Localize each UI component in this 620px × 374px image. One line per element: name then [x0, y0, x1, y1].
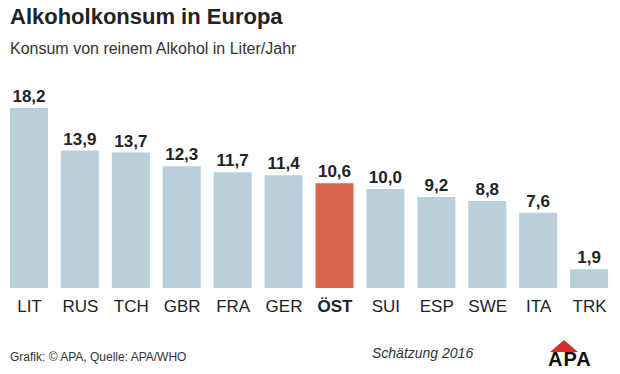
svg-text:GBR: GBR: [164, 297, 201, 316]
svg-text:13,7: 13,7: [114, 132, 147, 151]
svg-text:FRA: FRA: [216, 297, 251, 316]
svg-text:TRK: TRK: [573, 297, 608, 316]
svg-text:11,7: 11,7: [217, 151, 249, 170]
svg-text:ÖST: ÖST: [317, 297, 353, 316]
svg-text:8,8: 8,8: [475, 180, 499, 199]
svg-text:ESP: ESP: [420, 297, 454, 316]
svg-text:RUS: RUS: [62, 297, 98, 316]
svg-text:18,2: 18,2: [12, 87, 45, 106]
html-text:Grafik: © APA, Quelle: APA/WHO: Grafik: © APA, Quelle: APA/WHO: [10, 350, 187, 364]
svg-text:9,2: 9,2: [425, 176, 449, 195]
svg-text:7,6: 7,6: [526, 192, 550, 211]
svg-text:SWE: SWE: [468, 297, 507, 316]
svg-text:SUI: SUI: [372, 297, 400, 316]
svg-text:12,3: 12,3: [165, 145, 198, 164]
html-text:Alkoholkonsum in Europa: Alkoholkonsum in Europa: [10, 4, 283, 29]
svg-text:1,9: 1,9: [577, 248, 601, 267]
svg-text:13,9: 13,9: [63, 130, 96, 149]
svg-text:GER: GER: [266, 297, 303, 316]
svg-text:10,6: 10,6: [318, 162, 351, 181]
html-text:Schätzung 2016: Schätzung 2016: [372, 345, 474, 361]
svg-text:LIT: LIT: [17, 297, 42, 316]
html-text:APA: APA: [548, 348, 592, 370]
svg-text:TCH: TCH: [114, 297, 149, 316]
html-text:Konsum von reinem Alkohol in L: Konsum von reinem Alkohol in Liter/Jahr: [10, 40, 297, 57]
svg-text:11,4: 11,4: [268, 154, 301, 173]
svg-text:ITA: ITA: [526, 297, 552, 316]
svg-text:10,0: 10,0: [369, 168, 402, 187]
